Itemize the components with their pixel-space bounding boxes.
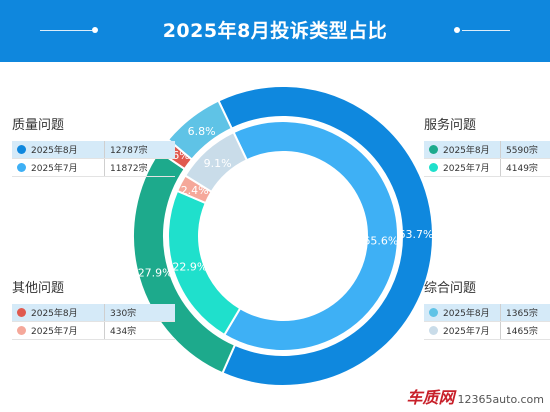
- slice-label-outer-quality: 63.7%: [398, 228, 433, 241]
- title-banner: 2025年8月投诉类型占比: [0, 0, 550, 62]
- legend-title: 质量问题: [12, 118, 65, 133]
- legend-service: 服务问题 2025年8月 5590宗 2025年7月 4149宗: [424, 114, 550, 177]
- legend-value: 1465宗: [500, 321, 550, 340]
- legend-title: 综合问题: [424, 281, 477, 296]
- slice-outer-quality: [217, 85, 434, 387]
- banner-dot-right: [454, 27, 460, 33]
- slice-label-outer-service: 27.9%: [138, 267, 173, 280]
- legend-comprehensive: 综合问题 2025年8月 1365宗 2025年7月 1465宗: [424, 277, 550, 340]
- slice-label-inner-other: 2.4%: [181, 184, 209, 197]
- legend-dot: [429, 326, 438, 335]
- banner-line-left: [40, 30, 92, 31]
- watermark: 车质网 12365auto.com: [406, 384, 544, 408]
- slice-label-outer-comprehensive: 6.8%: [188, 125, 216, 138]
- legend-label: 2025年7月: [443, 164, 490, 174]
- legend-label: 2025年7月: [31, 327, 78, 337]
- slice-label-inner-quality: 65.6%: [363, 234, 398, 247]
- legend-title: 服务问题: [424, 118, 477, 133]
- legend-other: 其他问题 2025年8月 330宗 2025年7月 434宗: [12, 277, 175, 340]
- legend-dot: [17, 163, 26, 172]
- chart-title: 2025年8月投诉类型占比: [162, 20, 388, 42]
- legend-dot: [17, 326, 26, 335]
- banner-line-right: [462, 30, 510, 31]
- legend-label: 2025年7月: [31, 164, 78, 174]
- banner-dot-left: [92, 27, 98, 33]
- legend-value: 5590宗: [500, 141, 550, 159]
- legend-label: 2025年8月: [443, 309, 490, 319]
- legend-label: 2025年8月: [443, 146, 490, 156]
- legend-label: 2025年7月: [443, 327, 490, 337]
- legend-value: 12787宗: [104, 141, 175, 159]
- legend-value: 434宗: [104, 321, 175, 340]
- brand-logo: 车质网: [406, 388, 455, 407]
- legend-dot: [17, 308, 26, 317]
- legend-value: 11872宗: [104, 158, 175, 177]
- legend-label: 2025年8月: [31, 146, 78, 156]
- slice-label-inner-comprehensive: 9.1%: [204, 157, 232, 170]
- legend-value: 1365宗: [500, 304, 550, 322]
- legend-value: 330宗: [104, 304, 175, 322]
- legend-dot: [429, 308, 438, 317]
- slice-inner-quality: [222, 120, 399, 352]
- legend-title: 其他问题: [12, 281, 65, 296]
- legend-dot: [17, 145, 26, 154]
- legend-label: 2025年8月: [31, 309, 78, 319]
- slice-inner-comprehensive: [183, 130, 249, 194]
- slice-label-inner-service: 22.9%: [172, 260, 207, 273]
- legend-quality: 质量问题 2025年8月 12787宗 2025年7月 11872宗: [12, 114, 175, 177]
- brand-url: 12365auto.com: [457, 393, 544, 406]
- legend-dot: [429, 145, 438, 154]
- legend-value: 4149宗: [500, 158, 550, 177]
- slice-outer-comprehensive: [166, 99, 234, 161]
- legend-dot: [429, 163, 438, 172]
